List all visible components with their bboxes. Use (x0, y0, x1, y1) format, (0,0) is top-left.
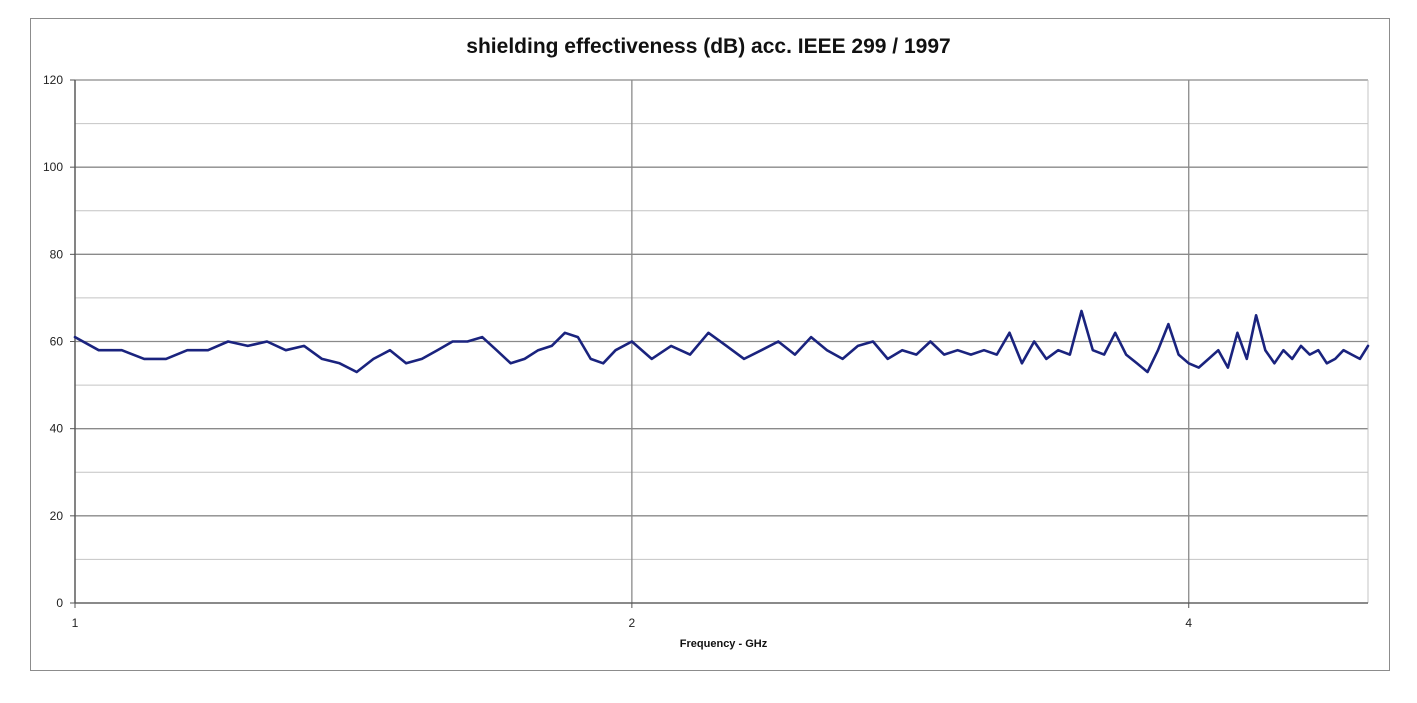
y-tick-label: 20 (50, 509, 64, 523)
y-tick-label: 100 (43, 160, 63, 174)
series-layer (73, 309, 1370, 374)
y-tick-label: 120 (43, 73, 63, 87)
y-tick-label: 0 (56, 596, 63, 610)
grid-layer (74, 79, 1369, 604)
y-tick-label: 80 (50, 247, 64, 261)
series-line-0 (73, 309, 1370, 374)
axis-layer: 0 20 40 60 80 100 120 1 2 4 (43, 73, 1368, 630)
chart-title: shielding effectiveness (dB) acc. IEEE 2… (466, 35, 951, 58)
y-tick-label: 60 (50, 335, 64, 349)
x-axis-label: Frequency - GHz (679, 638, 768, 650)
x-tick-label: 2 (629, 616, 636, 630)
x-tick-label: 1 (72, 616, 79, 630)
y-tick-label: 40 (50, 422, 64, 436)
x-tick-label: 4 (1185, 616, 1192, 630)
